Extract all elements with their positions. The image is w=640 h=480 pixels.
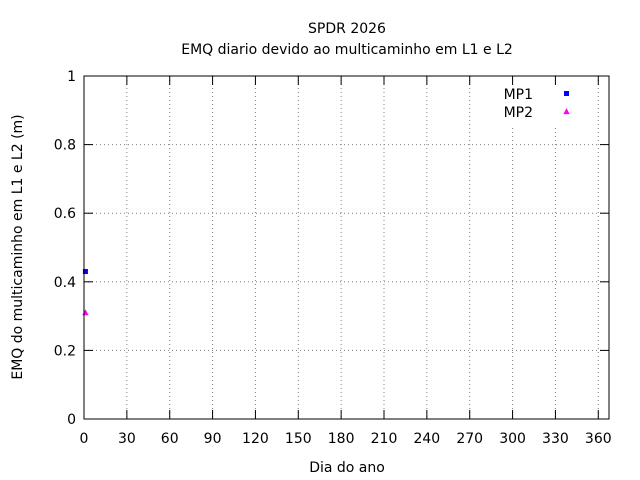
legend-MP1-marker-square <box>564 91 569 96</box>
y-tick-label: 0.2 <box>54 343 76 359</box>
x-tick-label: 60 <box>161 431 179 447</box>
x-tick-label: 300 <box>499 431 526 447</box>
x-tick-label: 120 <box>242 431 269 447</box>
chart-title: SPDR 2026 <box>308 21 386 37</box>
plot-border <box>83 75 610 420</box>
x-tick-label: 210 <box>371 431 398 447</box>
y-tick-label: 1 <box>67 69 76 85</box>
x-tick-label: 180 <box>328 431 355 447</box>
y-tick-label: 0 <box>67 412 76 428</box>
x-tick-label: 330 <box>542 431 569 447</box>
y-axis-label: EMQ do multicaminho em L1 e L2 (m) <box>10 114 26 379</box>
series-MP2-marker-triangle <box>82 309 89 316</box>
legend-label-mp1: MP1 <box>504 87 533 103</box>
y-tick-label: 0.6 <box>54 206 76 222</box>
series-MP1-marker-square <box>82 269 88 275</box>
legend-box <box>486 81 582 125</box>
legend-label-mp2: MP2 <box>504 105 533 121</box>
legend-MP2-marker-triangle <box>563 108 570 115</box>
x-tick-label: 30 <box>118 431 136 447</box>
x-tick-label: 90 <box>204 431 222 447</box>
chart-subtitle: EMQ diario devido ao multicaminho em L1 … <box>181 42 513 58</box>
x-tick-label: 150 <box>285 431 312 447</box>
x-axis-label: Dia do ano <box>309 460 385 476</box>
x-tick-label: 270 <box>456 431 483 447</box>
x-tick-label: 360 <box>585 431 612 447</box>
x-tick-label: 0 <box>80 431 89 447</box>
y-tick-label: 0.4 <box>54 275 76 291</box>
x-tick-label: 240 <box>413 431 440 447</box>
y-tick-label: 0.8 <box>54 138 76 154</box>
